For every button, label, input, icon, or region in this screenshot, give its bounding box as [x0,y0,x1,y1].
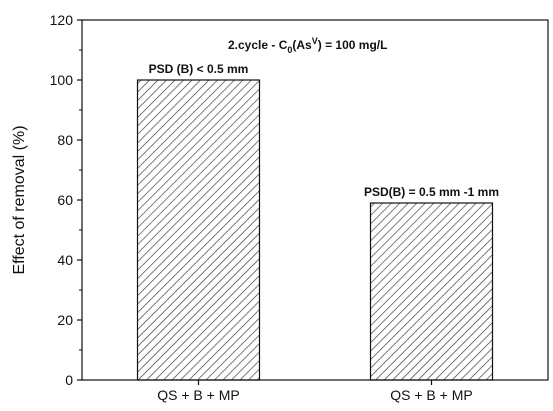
y-tick-label: 120 [50,12,74,28]
chart-title: 2.cycle - C0(AsV) = 100 mg/L [228,36,387,55]
y-tick-label: 0 [65,372,73,388]
bars [136,79,494,381]
bar-annotation-2: PSD(B) = 0.5 mm -1 mm [364,185,499,199]
y-tick-label: 100 [50,72,74,88]
y-axis-label: Effect of removal (%) [11,125,28,274]
x-axis: QS + B + MP QS + B + MP [157,380,473,403]
y-axis: 0 20 40 60 80 100 120 [50,12,82,388]
bar-annotation-1: PSD (B) < 0.5 mm [149,62,249,76]
x-category-label: QS + B + MP [157,387,239,403]
bar-1 [136,79,261,381]
bar-annotations: PSD (B) < 0.5 mm PSD(B) = 0.5 mm -1 mm [149,62,499,199]
y-tick-label: 60 [57,192,73,208]
x-category-label: QS + B + MP [390,387,472,403]
y-tick-label: 80 [57,132,73,148]
y-tick-label: 20 [57,312,73,328]
y-tick-label: 40 [57,252,73,268]
bar-2 [369,202,494,381]
